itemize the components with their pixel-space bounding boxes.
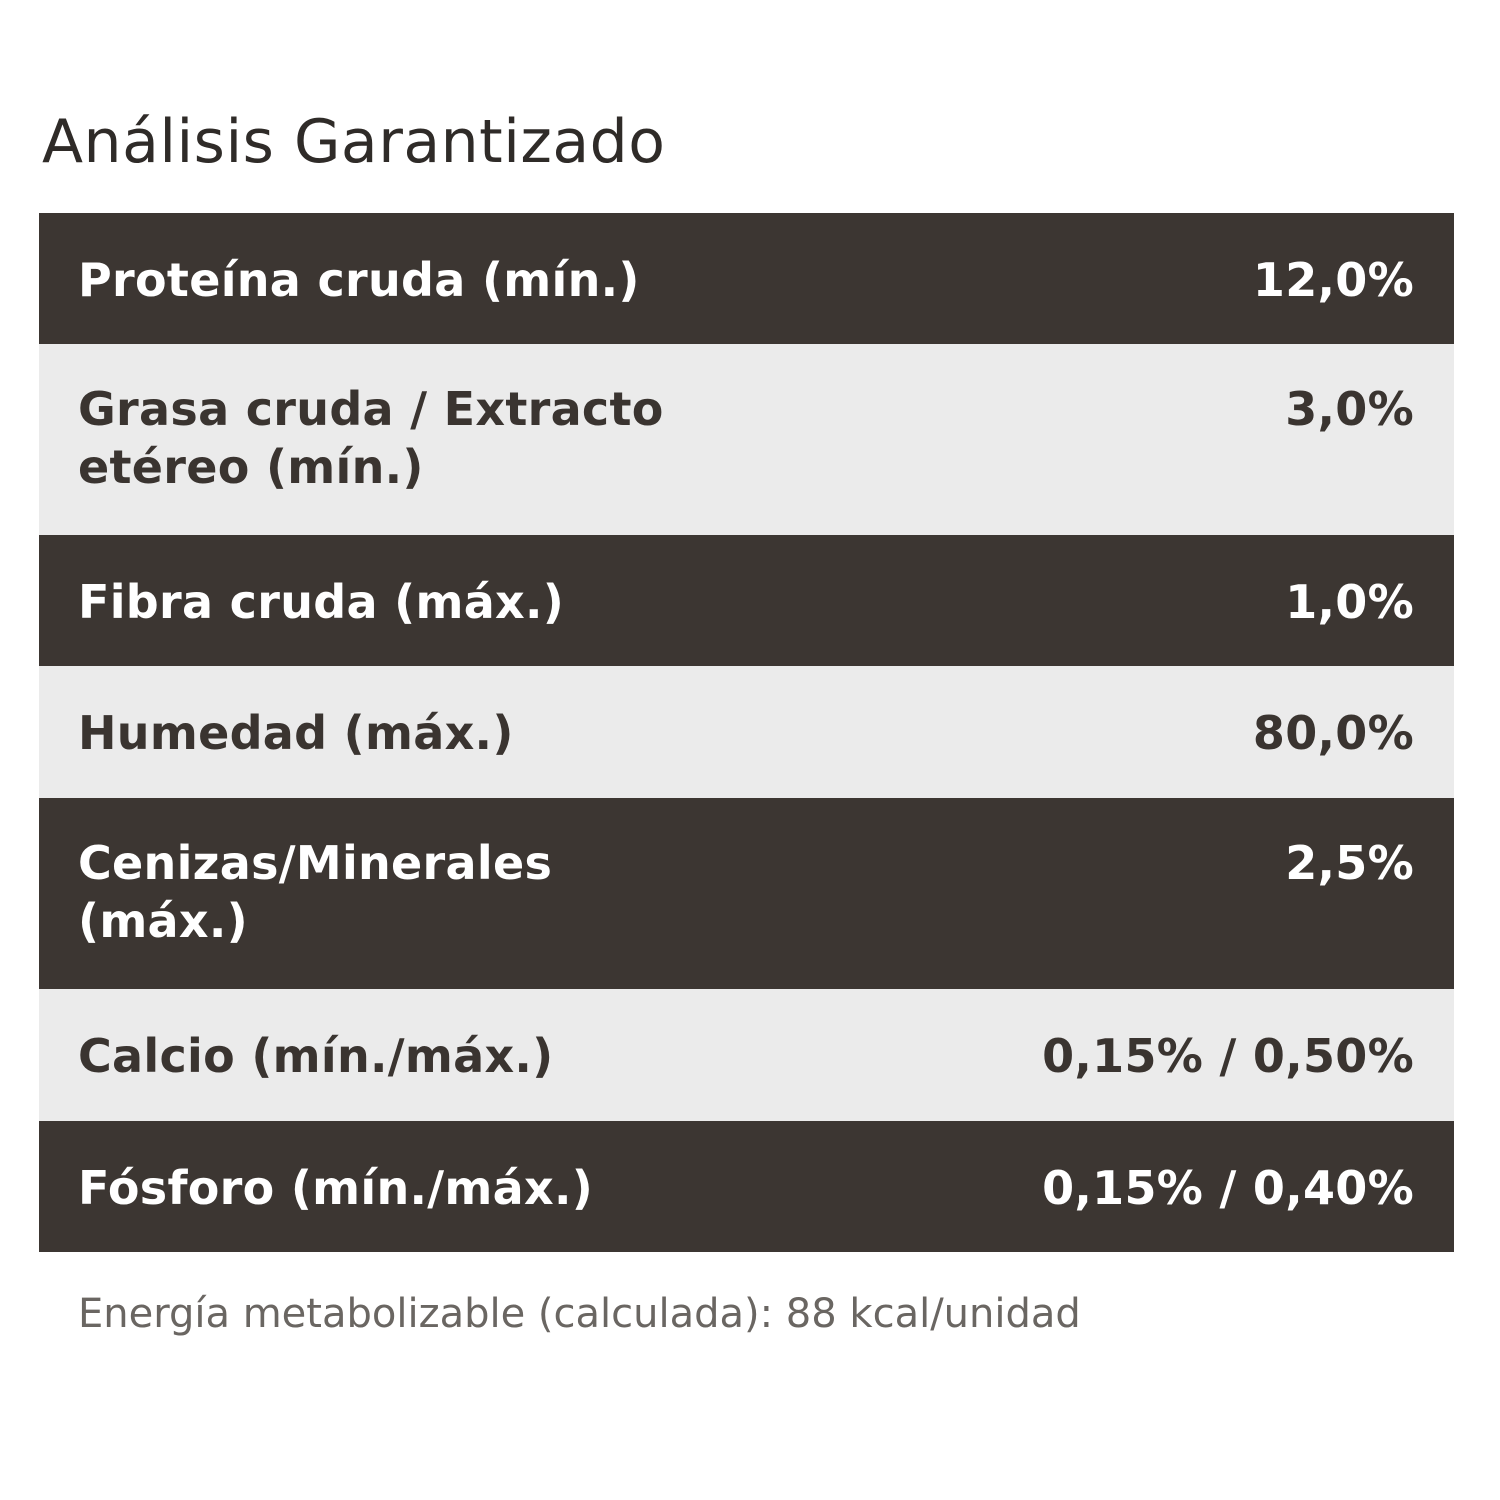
row-label: Calcio (mín./máx.) <box>78 1029 554 1083</box>
row-label: Cenizas/Minerales (máx.) <box>78 836 553 948</box>
row-value: 2,5% <box>1285 836 1414 890</box>
guaranteed-analysis-table: Proteína cruda (mín.) 12,0% Grasa cruda … <box>39 213 1454 1252</box>
page-title: Análisis Garantizado <box>42 107 666 177</box>
row-value: 0,15% / 0,40% <box>1042 1161 1414 1215</box>
energy-footnote: Energía metabolizable (calculada): 88 kc… <box>78 1291 1081 1337</box>
row-value: 80,0% <box>1252 706 1414 760</box>
table-row-ash: Cenizas/Minerales (máx.) 2,5% <box>39 798 1454 989</box>
row-value: 12,0% <box>1252 253 1414 307</box>
row-value: 3,0% <box>1285 382 1414 436</box>
table-row-phosphorus: Fósforo (mín./máx.) 0,15% / 0,40% <box>39 1121 1454 1252</box>
row-label: Fibra cruda (máx.) <box>78 575 565 629</box>
row-label: Grasa cruda / Extracto etéreo (mín.) <box>78 382 664 494</box>
row-value: 1,0% <box>1285 575 1414 629</box>
table-row-fiber: Fibra cruda (máx.) 1,0% <box>39 535 1454 666</box>
row-value: 0,15% / 0,50% <box>1042 1029 1414 1083</box>
table-row-moisture: Humedad (máx.) 80,0% <box>39 666 1454 798</box>
row-label: Fósforo (mín./máx.) <box>78 1161 594 1215</box>
row-label: Proteína cruda (mín.) <box>78 253 640 307</box>
row-label: Humedad (máx.) <box>78 706 514 760</box>
table-row-protein: Proteína cruda (mín.) 12,0% <box>39 213 1454 344</box>
table-row-fat: Grasa cruda / Extracto etéreo (mín.) 3,0… <box>39 344 1454 535</box>
table-row-calcium: Calcio (mín./máx.) 0,15% / 0,50% <box>39 989 1454 1121</box>
